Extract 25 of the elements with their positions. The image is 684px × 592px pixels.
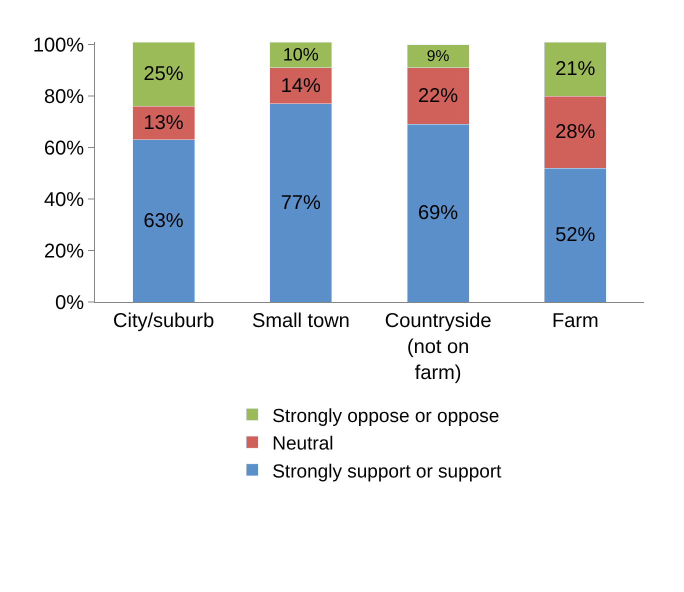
- data-label: 9%: [426, 48, 450, 65]
- data-label: 77%: [280, 192, 321, 214]
- y-tick-label: 0%: [55, 292, 84, 314]
- y-tick-label: 100%: [32, 34, 84, 57]
- x-tick-label: Countryside (not on farm): [384, 310, 492, 384]
- data-label: 69%: [418, 202, 458, 224]
- x-tick-label: City/suburb: [113, 310, 214, 332]
- data-label: 13%: [144, 112, 184, 134]
- data-label: 52%: [555, 224, 596, 246]
- legend-label: Strongly support or support: [272, 461, 502, 482]
- data-label: 63%: [144, 210, 184, 232]
- x-tick-label: Small town: [252, 310, 350, 332]
- legend-label: Neutral: [272, 434, 334, 455]
- data-label: 21%: [555, 58, 596, 80]
- y-tick-label: 80%: [44, 86, 84, 108]
- data-label: 14%: [280, 74, 321, 97]
- y-tick-label: 40%: [44, 189, 84, 212]
- data-label: 25%: [144, 63, 184, 86]
- y-tick-label: 20%: [44, 240, 84, 263]
- legend-label: Strongly oppose or oppose: [272, 406, 500, 427]
- data-label: 22%: [418, 85, 458, 108]
- data-label: 28%: [555, 121, 596, 144]
- data-label: 10%: [282, 44, 319, 64]
- y-tick-label: 60%: [44, 138, 84, 160]
- x-tick-label: Farm: [552, 310, 599, 332]
